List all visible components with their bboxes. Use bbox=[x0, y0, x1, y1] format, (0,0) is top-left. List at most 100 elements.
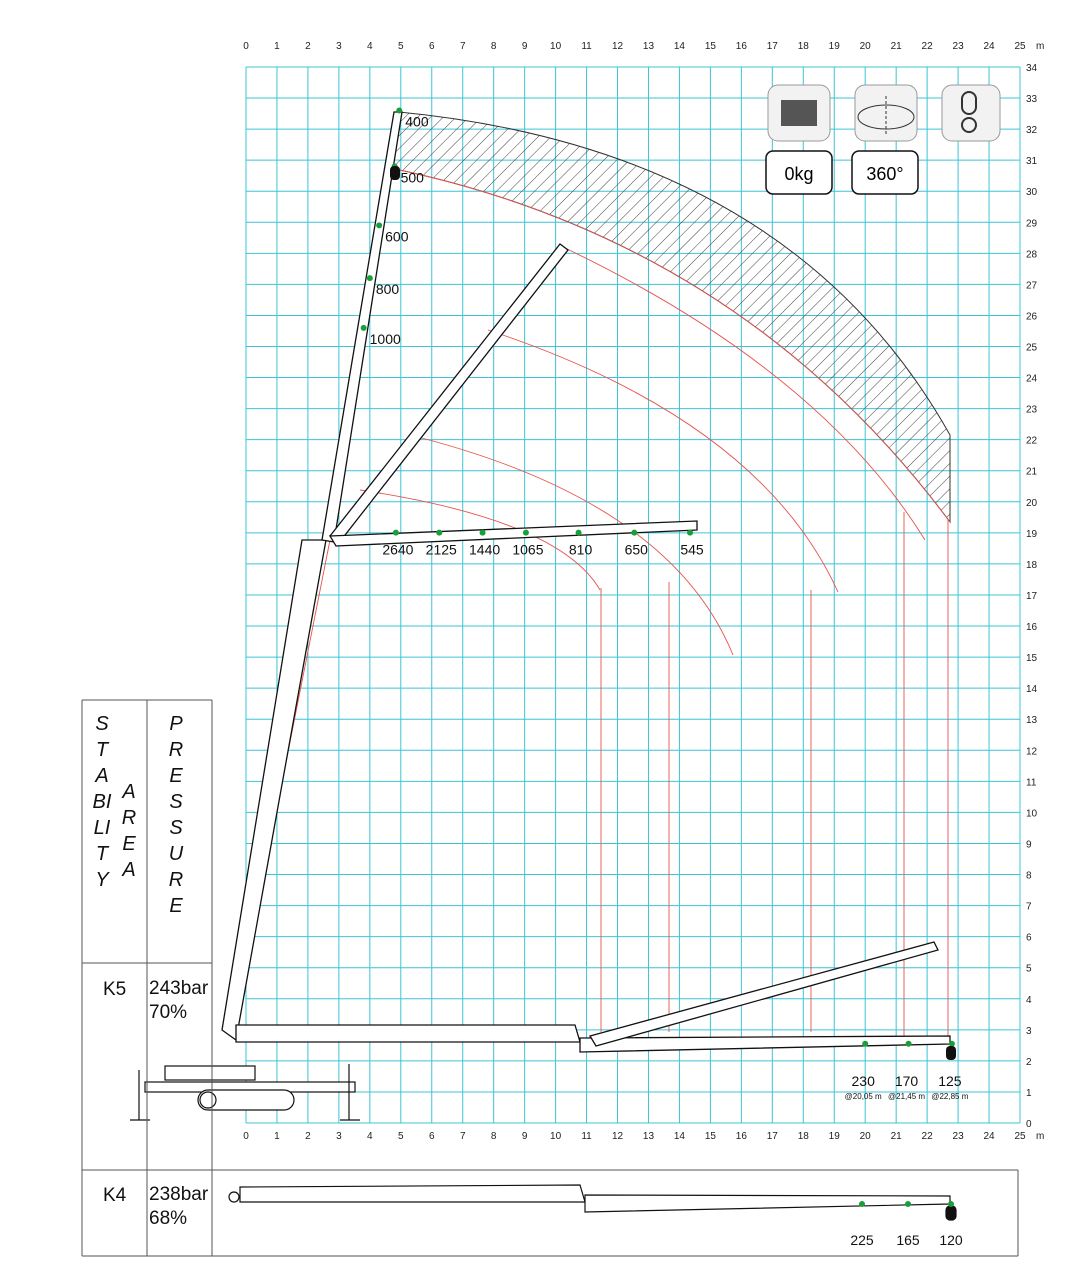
reach-curve bbox=[487, 329, 839, 593]
config-k4: K4 bbox=[103, 1185, 127, 1206]
y-tick-label: 16 bbox=[1026, 622, 1038, 633]
x-tick-label: 4 bbox=[367, 1131, 373, 1142]
y-tick-label: 17 bbox=[1026, 591, 1038, 602]
load-point-marker bbox=[948, 1201, 954, 1207]
load-radius-label: @20,05 m bbox=[845, 1092, 882, 1101]
x-tick-label: 5 bbox=[398, 41, 404, 52]
x-tick-label: 15 bbox=[705, 1131, 717, 1142]
x-tick-label: 20 bbox=[860, 41, 872, 52]
x-tick-label: 4 bbox=[367, 41, 373, 52]
crane-booms bbox=[221, 111, 951, 1053]
x-tick-label: 15 bbox=[705, 41, 717, 52]
load-label: 545 bbox=[680, 542, 704, 558]
y-tick-label: 33 bbox=[1026, 94, 1038, 105]
y-tick-label: 13 bbox=[1026, 715, 1038, 726]
x-tick-label: 9 bbox=[522, 1131, 528, 1142]
rotation-button[interactable] bbox=[854, 84, 918, 142]
y-tick-label: 34 bbox=[1026, 63, 1038, 74]
svg-text:360°: 360° bbox=[866, 164, 903, 184]
load-label: 125 bbox=[938, 1073, 962, 1089]
y-tick-label: 31 bbox=[1026, 156, 1038, 167]
x-tick-label: 3 bbox=[336, 41, 342, 52]
y-tick-label: 7 bbox=[1026, 902, 1032, 913]
x-tick-label: 8 bbox=[491, 41, 497, 52]
hook-button[interactable] bbox=[941, 84, 1001, 142]
y-tick-label: 29 bbox=[1026, 218, 1038, 229]
load-label: 1065 bbox=[512, 542, 543, 558]
x-tick-label: 13 bbox=[643, 1131, 655, 1142]
x-tick-label: 18 bbox=[798, 41, 810, 52]
x-tick-label: 12 bbox=[612, 1131, 624, 1142]
x-tick-label: 23 bbox=[953, 41, 965, 52]
y-tick-label: 22 bbox=[1026, 436, 1038, 447]
counterweight-icon bbox=[781, 100, 817, 126]
x-tick-label: 3 bbox=[336, 1131, 342, 1142]
load-point-marker bbox=[859, 1201, 865, 1207]
x-tick-label: 18 bbox=[798, 1131, 810, 1142]
config-k5: K5 bbox=[103, 979, 126, 1000]
y-axis-right: 0123456789101112131415161718192021222324… bbox=[1026, 63, 1038, 1130]
x-tick-label: 24 bbox=[983, 41, 995, 52]
x-tick-label: 1 bbox=[274, 1131, 280, 1142]
y-tick-label: 19 bbox=[1026, 529, 1038, 540]
rotation-value: 360° bbox=[851, 150, 919, 195]
reach-curve bbox=[564, 247, 926, 541]
load-point-marker bbox=[862, 1040, 869, 1047]
pressure-k4: 238bar bbox=[149, 1184, 209, 1205]
x-tick-label: 7 bbox=[460, 1131, 466, 1142]
hook-icon bbox=[961, 91, 977, 133]
stability-label: STABILITY bbox=[92, 713, 112, 891]
counterweight-button[interactable] bbox=[767, 84, 831, 142]
x-tick-label: 20 bbox=[860, 1131, 872, 1142]
load-label: 800 bbox=[376, 281, 400, 297]
load-point-marker bbox=[905, 1040, 912, 1047]
y-tick-label: 14 bbox=[1026, 684, 1038, 695]
x-tick-label: 14 bbox=[674, 41, 686, 52]
main-boom bbox=[221, 539, 327, 1042]
counterweight-value: 0kg bbox=[765, 150, 833, 195]
y-tick-label: 2 bbox=[1026, 1057, 1032, 1068]
percent-k4: 68% bbox=[149, 1208, 187, 1229]
area-label: AREA bbox=[121, 781, 137, 881]
y-tick-label: 26 bbox=[1026, 311, 1038, 322]
x-tick-label: 24 bbox=[983, 1131, 995, 1142]
load-point-marker bbox=[396, 107, 403, 114]
y-tick-label: 24 bbox=[1026, 374, 1038, 385]
load-label: 1440 bbox=[469, 542, 500, 558]
x-tick-label: 11 bbox=[581, 1131, 592, 1142]
x-unit-label: m bbox=[1036, 1131, 1044, 1142]
x-tick-label: 16 bbox=[736, 41, 748, 52]
x-tick-label: 0 bbox=[243, 1131, 249, 1142]
y-tick-label: 15 bbox=[1026, 653, 1038, 664]
load-label: 650 bbox=[625, 542, 649, 558]
k4-boom bbox=[228, 1184, 957, 1221]
x-tick-label: 17 bbox=[767, 1131, 779, 1142]
svg-text:0kg: 0kg bbox=[784, 164, 813, 184]
horizontal-jib bbox=[328, 520, 698, 547]
x-tick-label: 19 bbox=[829, 41, 841, 52]
x-tick-label: 6 bbox=[429, 41, 435, 52]
load-point-marker bbox=[360, 324, 367, 331]
x-tick-label: 12 bbox=[612, 41, 624, 52]
load-label: 600 bbox=[385, 228, 409, 244]
y-tick-label: 12 bbox=[1026, 746, 1038, 757]
y-tick-label: 0 bbox=[1026, 1119, 1032, 1130]
x-tick-label: 1 bbox=[274, 41, 280, 52]
load-point-marker bbox=[392, 529, 399, 536]
x-tick-label: 25 bbox=[1014, 41, 1026, 52]
x-tick-label: 6 bbox=[429, 1131, 435, 1142]
load-point-marker bbox=[575, 529, 582, 536]
stability-table bbox=[81, 699, 1019, 1257]
x-tick-label: 22 bbox=[922, 1131, 934, 1142]
load-label: 1000 bbox=[370, 331, 401, 347]
x-unit-label: m bbox=[1036, 41, 1044, 52]
y-tick-label: 1 bbox=[1026, 1088, 1032, 1099]
y-tick-label: 5 bbox=[1026, 964, 1032, 975]
load-label: 400 bbox=[405, 113, 429, 129]
x-tick-label: 0 bbox=[243, 41, 249, 52]
y-tick-label: 30 bbox=[1026, 187, 1038, 198]
load-point-marker bbox=[376, 222, 383, 229]
load-label: 810 bbox=[569, 542, 593, 558]
y-tick-label: 20 bbox=[1026, 498, 1038, 509]
